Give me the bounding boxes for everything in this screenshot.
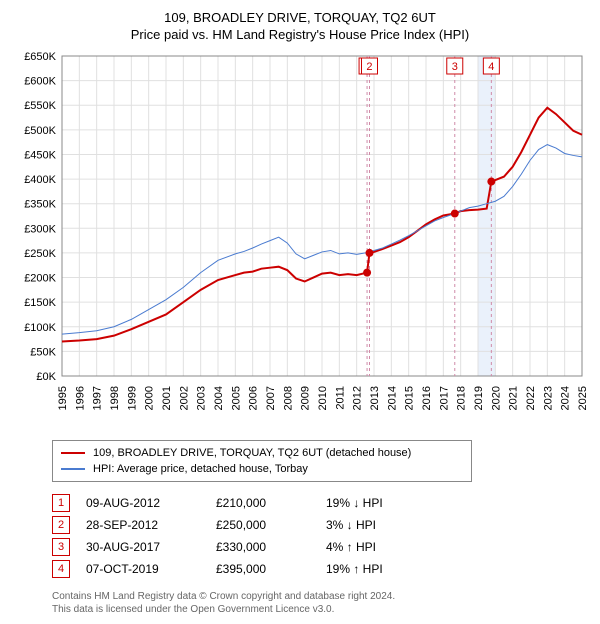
table-row: 4 07-OCT-2019£395,00019% ↑ HPI — [52, 558, 588, 580]
svg-text:£450K: £450K — [24, 149, 56, 161]
svg-text:£200K: £200K — [24, 273, 56, 285]
table-row: 3 30-AUG-2017£330,0004% ↑ HPI — [52, 536, 588, 558]
svg-text:£350K: £350K — [24, 199, 56, 211]
svg-text:£0K: £0K — [36, 371, 56, 383]
svg-text:£50K: £50K — [30, 346, 56, 358]
tx-price: £395,000 — [216, 562, 326, 576]
svg-text:2013: 2013 — [369, 386, 381, 410]
legend-label: 109, BROADLEY DRIVE, TORQUAY, TQ2 6UT (d… — [93, 447, 411, 459]
svg-text:£650K: £650K — [24, 51, 56, 63]
chart-svg: £0K £50K £100K £150K £200K £250K £300K £350K £40… — [12, 50, 588, 430]
svg-text:£600K: £600K — [24, 76, 56, 88]
svg-text:1995: 1995 — [57, 386, 69, 410]
svg-text:2008: 2008 — [282, 386, 294, 410]
svg-text:4: 4 — [488, 61, 494, 73]
svg-text:2: 2 — [366, 61, 372, 73]
table-row: 2 28-SEP-2012£250,0003% ↓ HPI — [52, 514, 588, 536]
svg-text:2023: 2023 — [542, 386, 554, 410]
svg-text:2001: 2001 — [161, 386, 173, 410]
svg-text:£300K: £300K — [24, 223, 56, 235]
legend-row: 109, BROADLEY DRIVE, TORQUAY, TQ2 6UT (d… — [61, 445, 463, 461]
svg-text:2004: 2004 — [213, 386, 225, 410]
svg-text:2009: 2009 — [300, 386, 312, 410]
tx-number-badge: 3 — [52, 538, 70, 556]
tx-delta: 3% ↓ HPI — [326, 518, 456, 532]
footer-line2: This data is licensed under the Open Gov… — [52, 603, 588, 616]
legend-swatch — [61, 468, 85, 470]
svg-text:1999: 1999 — [126, 386, 138, 410]
footer-attribution: Contains HM Land Registry data © Crown c… — [52, 590, 588, 616]
tx-delta: 19% ↓ HPI — [326, 496, 456, 510]
tx-number-badge: 4 — [52, 560, 70, 578]
legend-row: HPI: Average price, detached house, Torb… — [61, 461, 463, 477]
svg-text:2000: 2000 — [144, 386, 156, 410]
tx-number-badge: 1 — [52, 494, 70, 512]
table-row: 1 09-AUG-2012£210,00019% ↓ HPI — [52, 492, 588, 514]
svg-text:1997: 1997 — [92, 386, 104, 410]
tx-delta: 19% ↑ HPI — [326, 562, 456, 576]
chart-title-sub: Price paid vs. HM Land Registry's House … — [12, 27, 588, 42]
svg-text:2010: 2010 — [317, 386, 329, 410]
tx-price: £210,000 — [216, 496, 326, 510]
svg-text:2017: 2017 — [438, 386, 450, 410]
svg-text:2024: 2024 — [560, 386, 572, 410]
tx-price: £250,000 — [216, 518, 326, 532]
legend: 109, BROADLEY DRIVE, TORQUAY, TQ2 6UT (d… — [52, 440, 472, 482]
svg-text:2002: 2002 — [178, 386, 190, 410]
svg-text:2025: 2025 — [577, 386, 588, 410]
svg-text:£400K: £400K — [24, 174, 56, 186]
svg-text:£150K: £150K — [24, 297, 56, 309]
chart-title-main: 109, BROADLEY DRIVE, TORQUAY, TQ2 6UT — [12, 10, 588, 25]
svg-text:£500K: £500K — [24, 125, 56, 137]
chart-area: £0K £50K £100K £150K £200K £250K £300K £350K £40… — [12, 50, 588, 430]
svg-text:2022: 2022 — [525, 386, 537, 410]
legend-label: HPI: Average price, detached house, Torb… — [93, 463, 308, 475]
svg-text:2003: 2003 — [196, 386, 208, 410]
svg-text:2020: 2020 — [490, 386, 502, 410]
svg-text:£100K: £100K — [24, 322, 56, 334]
tx-date: 28-SEP-2012 — [86, 518, 216, 532]
tx-number-badge: 2 — [52, 516, 70, 534]
svg-text:3: 3 — [452, 61, 458, 73]
svg-text:2018: 2018 — [456, 386, 468, 410]
footer-line1: Contains HM Land Registry data © Crown c… — [52, 590, 588, 603]
svg-text:2005: 2005 — [230, 386, 242, 410]
tx-delta: 4% ↑ HPI — [326, 540, 456, 554]
transaction-table: 1 09-AUG-2012£210,00019% ↓ HPI 2 28-SEP-201… — [52, 492, 588, 580]
tx-date: 07-OCT-2019 — [86, 562, 216, 576]
chart-container: 109, BROADLEY DRIVE, TORQUAY, TQ2 6UT Pr… — [0, 0, 600, 624]
svg-text:2012: 2012 — [352, 386, 364, 410]
svg-text:1998: 1998 — [109, 386, 121, 410]
svg-text:2019: 2019 — [473, 386, 485, 410]
svg-text:1996: 1996 — [74, 386, 86, 410]
svg-text:2007: 2007 — [265, 386, 277, 410]
svg-text:2006: 2006 — [248, 386, 260, 410]
svg-text:2021: 2021 — [508, 386, 520, 410]
svg-text:2011: 2011 — [334, 386, 346, 410]
legend-swatch — [61, 452, 85, 454]
svg-text:2015: 2015 — [404, 386, 416, 410]
tx-date: 09-AUG-2012 — [86, 496, 216, 510]
tx-price: £330,000 — [216, 540, 326, 554]
svg-text:£550K: £550K — [24, 100, 56, 112]
svg-text:£250K: £250K — [24, 248, 56, 260]
svg-text:2016: 2016 — [421, 386, 433, 410]
tx-date: 30-AUG-2017 — [86, 540, 216, 554]
svg-text:2014: 2014 — [386, 386, 398, 410]
